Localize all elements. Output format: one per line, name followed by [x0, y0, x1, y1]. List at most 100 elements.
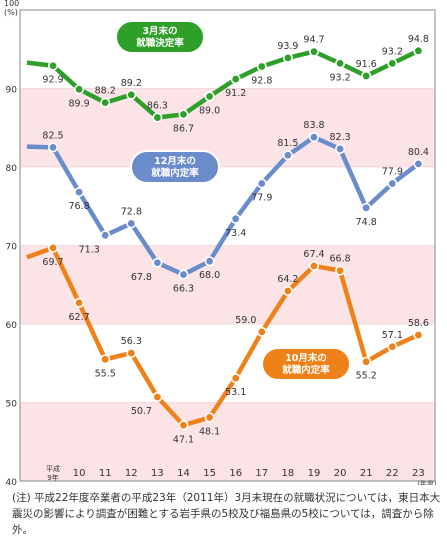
y-tick-label: 60: [6, 321, 18, 331]
data-label: 80.4: [408, 147, 429, 158]
y-tick-label: 40: [6, 478, 18, 485]
data-label: 77.9: [251, 192, 272, 203]
data-point: [100, 230, 111, 241]
x-tick-label: 22: [386, 468, 399, 479]
data-label: 62.7: [69, 312, 90, 323]
data-point: [74, 187, 85, 198]
data-point: [361, 356, 372, 367]
data-point: [282, 150, 293, 161]
x-tick-label: 21: [360, 468, 373, 479]
data-point: [204, 412, 215, 423]
x-tick-label: 18: [282, 468, 295, 479]
footnote: (注) 平成22年度卒業者の平成23年（2011年）3月末現在の就職状況について…: [12, 492, 441, 536]
x-tick-label: 16: [229, 468, 242, 479]
data-point: [47, 242, 58, 253]
x-tick-label: 17: [255, 468, 268, 479]
series-name-label: 12月末の就職内定率: [151, 155, 199, 179]
data-point: [256, 178, 267, 189]
data-point: [178, 420, 189, 431]
data-label: 47.1: [173, 434, 194, 445]
data-label: 71.3: [79, 244, 100, 255]
data-point: [256, 61, 267, 72]
data-label: 86.3: [147, 101, 168, 112]
axes: 40 50 60 70 80 90 100 (%) 平成 9年 10 11 12 13 14 15 16 17 18…: [4, 0, 437, 485]
data-point: [230, 213, 241, 224]
data-label: 50.7: [131, 406, 152, 417]
data-point: [152, 112, 163, 123]
series-name-label: 10月末の就職内定率: [282, 352, 330, 376]
y-unit-label: 100 (%): [4, 0, 19, 17]
data-label: 55.2: [356, 371, 377, 382]
data-point: [413, 45, 424, 56]
data-label: 91.6: [356, 59, 377, 70]
data-label: 94.8: [408, 34, 429, 45]
series-line-2: [26, 245, 420, 428]
data-label: 72.8: [121, 207, 142, 218]
series-line-0: [26, 48, 420, 120]
band-60: [20, 245, 435, 324]
data-label: 89.0: [199, 105, 220, 116]
y-tick-label: 80: [6, 164, 18, 174]
data-point: [126, 218, 137, 229]
x-tick-label: 11: [99, 468, 112, 479]
x-tick-label: 19: [308, 468, 321, 479]
x-unit-label: (年度): [417, 479, 437, 485]
data-point: [204, 256, 215, 267]
data-point: [335, 58, 346, 69]
data-label: 76.8: [69, 201, 90, 212]
series-name-label: 3月末の就職決定率: [136, 25, 184, 49]
x-tick-label: 20: [334, 468, 347, 479]
x-tick-label: 12: [125, 468, 138, 479]
band-80: [20, 88, 435, 167]
data-label: 92.8: [251, 76, 272, 87]
data-point: [361, 202, 372, 213]
data-point: [361, 70, 372, 81]
data-point: [335, 265, 346, 276]
data-point: [413, 158, 424, 169]
data-label: 57.1: [382, 330, 403, 341]
data-label: 89.2: [121, 78, 142, 89]
series-callouts: 3月末の就職決定率 12月末の就職内定率 10月末の就職内定率: [115, 20, 351, 381]
data-label: 86.7: [173, 123, 194, 134]
data-point: [308, 260, 319, 271]
data-label: 67.8: [131, 272, 152, 283]
data-label: 48.1: [199, 426, 220, 437]
series-line-1: [26, 134, 420, 277]
y-tick-label: 90: [6, 86, 18, 96]
data-label: 73.4: [225, 228, 246, 239]
data-label: 59.0: [235, 315, 256, 326]
data-point: [100, 354, 111, 365]
x-tick-label: 23: [412, 468, 425, 479]
data-label: 58.6: [408, 318, 429, 329]
data-point: [204, 91, 215, 102]
data-point: [74, 297, 85, 308]
data-label: 68.0: [199, 270, 220, 281]
series-callout-box: [261, 347, 351, 381]
data-point: [230, 373, 241, 384]
x-tick-label: 10: [73, 468, 86, 479]
band-40: [20, 402, 435, 481]
data-label: 88.2: [95, 86, 116, 97]
data-label: 56.3: [121, 336, 142, 347]
data-point: [256, 326, 267, 337]
data-point: [387, 58, 398, 69]
data-label: 66.8: [330, 254, 351, 265]
data-label: 94.7: [303, 35, 324, 46]
series-callout-box: [115, 20, 205, 54]
data-label: 82.5: [42, 130, 63, 141]
data-point: [47, 60, 58, 71]
data-label: 82.3: [330, 132, 351, 143]
data-point: [335, 143, 346, 154]
data-point: [230, 74, 241, 85]
data-label: 77.9: [382, 166, 403, 177]
x-tick-label: 14: [177, 468, 190, 479]
data-point: [413, 329, 424, 340]
series-callout-box: [130, 150, 220, 184]
y-tick-label: 70: [6, 243, 18, 253]
data-label: 53.1: [225, 387, 246, 398]
data-label: 66.3: [173, 284, 194, 295]
data-point: [74, 84, 85, 95]
data-point: [387, 178, 398, 189]
data-point: [178, 269, 189, 280]
data-point: [126, 348, 137, 359]
